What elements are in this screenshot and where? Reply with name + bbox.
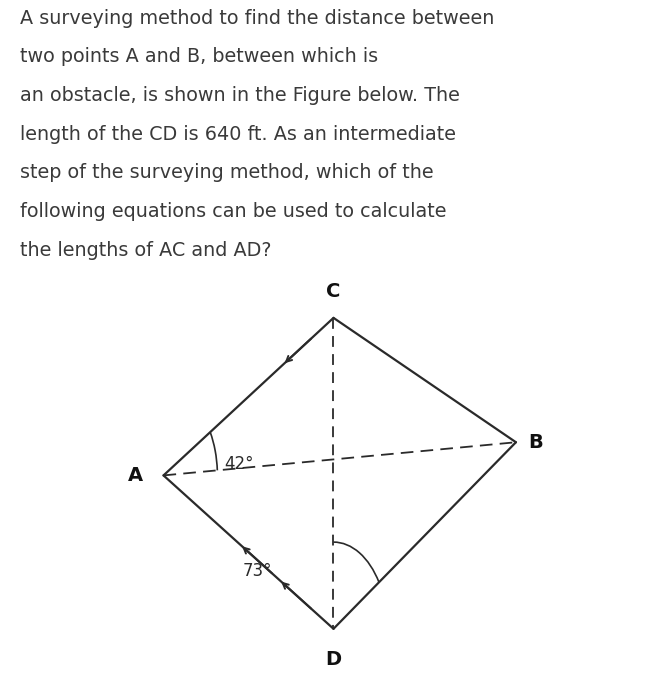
Text: two points A and B, between which is: two points A and B, between which is: [20, 48, 378, 66]
Text: B: B: [528, 433, 543, 452]
Text: the lengths of AC and AD?: the lengths of AC and AD?: [20, 241, 271, 260]
Text: D: D: [325, 650, 342, 668]
Text: step of the surveying method, which of the: step of the surveying method, which of t…: [20, 164, 434, 182]
Text: A: A: [127, 466, 143, 485]
Text: A surveying method to find the distance between: A surveying method to find the distance …: [20, 9, 494, 28]
Text: an obstacle, is shown in the Figure below. The: an obstacle, is shown in the Figure belo…: [20, 86, 460, 105]
Text: following equations can be used to calculate: following equations can be used to calcu…: [20, 202, 446, 221]
Text: C: C: [326, 283, 341, 301]
Text: 42°: 42°: [224, 455, 253, 473]
Text: length of the CD is 640 ft. As an intermediate: length of the CD is 640 ft. As an interm…: [20, 125, 456, 144]
Text: 73°: 73°: [242, 562, 271, 580]
